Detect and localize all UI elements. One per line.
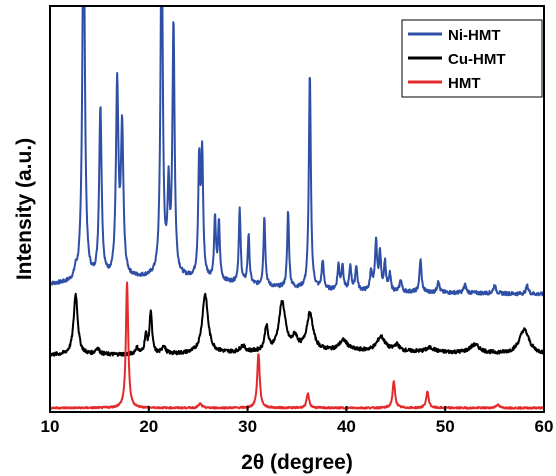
x-tick-label: 50 [436, 417, 455, 436]
x-axis-title: 2θ (degree) [241, 451, 353, 474]
x-tick-label: 20 [139, 417, 158, 436]
series-line-hmt [50, 281, 544, 410]
x-tick-label: 60 [535, 417, 554, 436]
legend: Ni-HMT Cu-HMT HMT [401, 19, 543, 98]
series-line-cu-hmt [50, 292, 544, 357]
x-axis-ticks: 10 20 30 40 50 60 [41, 406, 554, 436]
x-tick-label: 10 [41, 417, 60, 436]
legend-label-hmt: HMT [448, 75, 481, 92]
legend-label-ni-hmt: Ni-HMT [448, 27, 501, 44]
x-tick-label: 40 [337, 417, 356, 436]
series-line-ni-hmt [50, 6, 544, 297]
plot-frame [49, 5, 545, 413]
x-tick-label: 30 [238, 417, 257, 436]
series-curves [50, 6, 544, 410]
y-axis-title: Intensity (a.u.) [13, 138, 36, 280]
legend-box [401, 19, 543, 98]
legend-label-cu-hmt: Cu-HMT [448, 51, 505, 68]
